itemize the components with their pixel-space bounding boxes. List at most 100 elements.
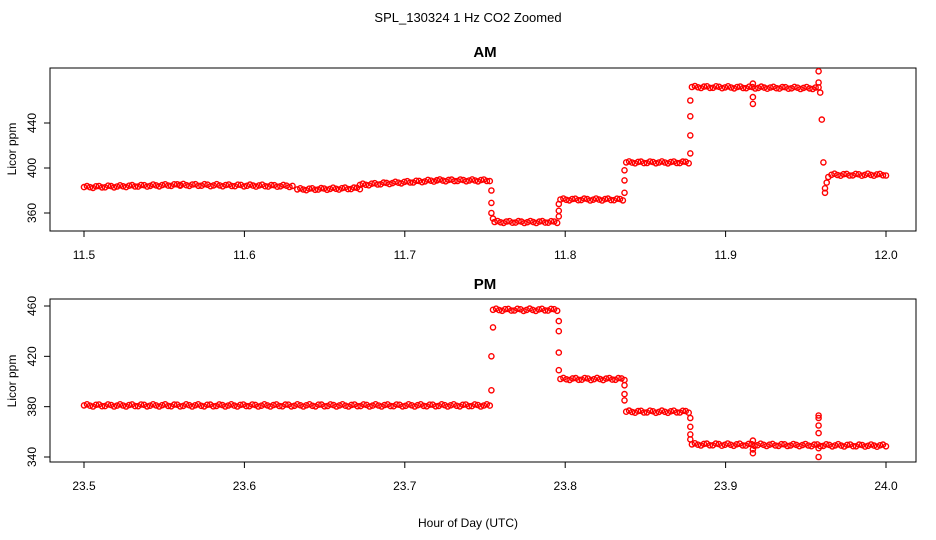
am-data-point <box>104 182 112 189</box>
am-data-point <box>555 213 563 220</box>
pm-data-point <box>480 402 488 409</box>
pm-data-point <box>563 375 570 383</box>
am-data-point <box>436 176 444 183</box>
am-data-point <box>113 183 121 190</box>
am-data-point <box>296 184 304 192</box>
pm-data-point <box>796 442 803 450</box>
am-data-point <box>252 183 260 190</box>
am-data-point <box>687 97 694 104</box>
pm-data-point <box>372 400 379 408</box>
pm-data-point <box>131 402 139 410</box>
pm-data-point <box>811 441 818 448</box>
am-data-point <box>749 80 757 87</box>
am-data-point <box>521 219 528 227</box>
pm-data-point <box>471 401 479 408</box>
pm-data-point <box>790 440 797 448</box>
am-data-point <box>83 182 91 190</box>
pm-data-point <box>288 403 295 410</box>
am-data-point <box>758 83 765 90</box>
am-data-point <box>779 83 786 91</box>
am-data-point <box>739 84 747 92</box>
am-data-point <box>569 195 576 203</box>
pm-data-point <box>700 440 708 448</box>
pm-data-point <box>555 327 563 335</box>
am-data-point <box>855 170 863 178</box>
pm-data-point <box>248 401 256 408</box>
am-x-tick-label: 11.8 <box>554 248 577 262</box>
pm-data-point <box>348 401 355 409</box>
am-axes: 11.5 11.6 11.7 11.8 11.9 12.0 360 400 440 <box>25 113 898 262</box>
pm-data-point <box>609 376 616 383</box>
am-data-point <box>383 179 390 187</box>
am-data-point <box>189 181 196 188</box>
pm-data-point <box>687 423 694 431</box>
am-data-point <box>185 182 193 190</box>
am-data-point <box>785 85 792 92</box>
am-data-point <box>80 183 88 191</box>
pm-data-point <box>823 440 830 448</box>
am-data-point <box>486 177 494 185</box>
pm-data-point <box>477 403 485 410</box>
pm-data-point <box>745 440 752 448</box>
am-data-point <box>749 93 757 101</box>
am-data-point <box>655 159 663 166</box>
am-data-point <box>412 177 420 185</box>
pm-data-point <box>309 402 316 410</box>
am-data-point <box>812 84 819 91</box>
pm-data-point <box>718 442 726 450</box>
am-data-point <box>661 159 669 166</box>
pm-data-point <box>182 400 190 408</box>
am-data-point <box>861 171 869 179</box>
am-data-point <box>216 182 223 189</box>
am-data-point <box>718 84 726 92</box>
pm-data-point <box>523 306 530 314</box>
am-data-point <box>673 159 681 167</box>
am-data-point <box>555 200 563 208</box>
pm-data-point <box>805 442 812 449</box>
pm-data-point <box>843 441 851 449</box>
pm-data-point <box>621 381 628 389</box>
pm-data-point <box>489 324 497 331</box>
pm-data-point <box>706 441 714 449</box>
am-data-point <box>816 89 824 96</box>
am-data-point <box>821 184 829 192</box>
am-data-point <box>834 171 841 179</box>
am-data-point <box>679 158 687 165</box>
am-data-point <box>311 186 319 194</box>
pm-x-tick-label: 24.0 <box>874 479 898 493</box>
am-data-point <box>143 183 151 190</box>
am-data-point <box>317 184 325 192</box>
am-data-point <box>240 183 248 190</box>
pm-data-point <box>360 401 367 408</box>
pm-data-point <box>333 403 340 410</box>
am-y-tick-label: 400 <box>25 158 39 178</box>
pm-data-point <box>778 440 785 448</box>
pm-data-point <box>104 401 112 408</box>
pm-data-point <box>264 402 271 409</box>
pm-data-point <box>405 400 412 408</box>
pm-data-point <box>459 401 467 409</box>
pm-data-point <box>116 400 124 408</box>
pm-data-point <box>621 390 628 398</box>
am-x-tick-label: 11.7 <box>394 248 417 262</box>
pm-data-point <box>158 401 166 409</box>
am-data-point <box>553 219 561 227</box>
am-data-point <box>749 100 757 108</box>
am-data-point <box>380 179 387 186</box>
pm-data-point <box>739 442 747 449</box>
x-axis-label: Hour of Day (UTC) <box>418 516 518 530</box>
am-x-tick-label: 11.6 <box>233 248 256 262</box>
am-data-point <box>488 199 495 207</box>
am-data-point <box>293 186 301 193</box>
am-data-point <box>687 132 694 139</box>
pm-data-point <box>221 403 229 410</box>
pm-data-point <box>555 317 563 325</box>
am-data-point <box>621 177 628 184</box>
pm-data-point <box>501 305 509 313</box>
pm-data-point <box>569 375 576 382</box>
pm-data-point <box>760 441 767 449</box>
pm-data-point <box>327 401 334 408</box>
am-data-point <box>350 184 358 191</box>
am-data-point <box>694 84 702 91</box>
am-data-point <box>261 182 269 190</box>
